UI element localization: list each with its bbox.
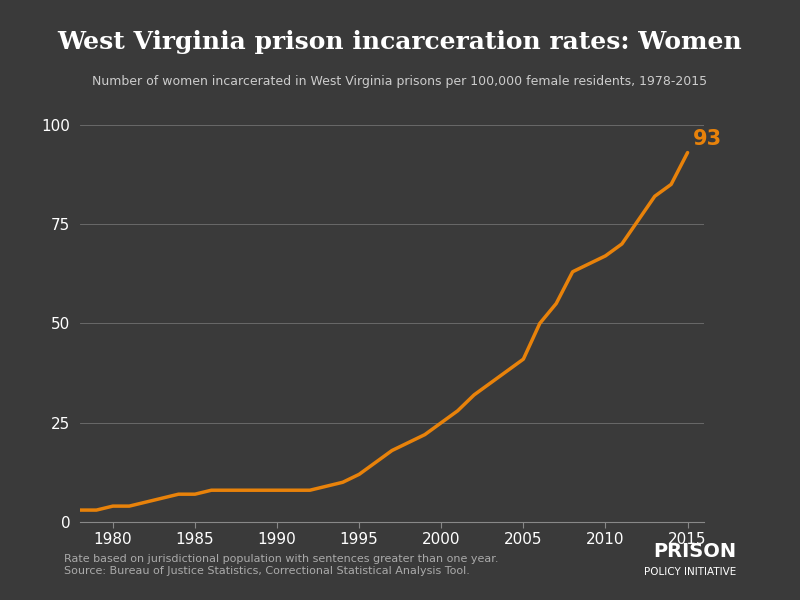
Text: 93: 93	[693, 128, 722, 149]
Text: Number of women incarcerated in West Virginia prisons per 100,000 female residen: Number of women incarcerated in West Vir…	[93, 75, 707, 88]
Text: PRISON: PRISON	[653, 542, 736, 561]
Text: Rate based on jurisdictional population with sentences greater than one year.
So: Rate based on jurisdictional population …	[64, 554, 498, 576]
Text: POLICY INITIATIVE: POLICY INITIATIVE	[644, 567, 736, 577]
Text: West Virginia prison incarceration rates: Women: West Virginia prison incarceration rates…	[58, 30, 742, 54]
